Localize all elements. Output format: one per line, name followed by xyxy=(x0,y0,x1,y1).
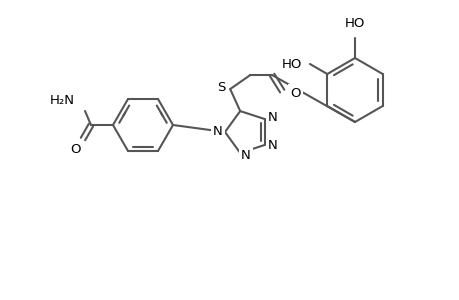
Text: O: O xyxy=(71,143,81,156)
Text: O: O xyxy=(290,87,300,100)
Text: N: N xyxy=(267,111,277,124)
Text: HO: HO xyxy=(344,17,364,30)
Text: N: N xyxy=(213,124,223,137)
Text: S: S xyxy=(216,81,225,94)
Text: N: N xyxy=(267,140,277,152)
Text: N: N xyxy=(241,149,251,162)
Text: HO: HO xyxy=(281,58,301,70)
Text: H₂N: H₂N xyxy=(50,94,75,107)
